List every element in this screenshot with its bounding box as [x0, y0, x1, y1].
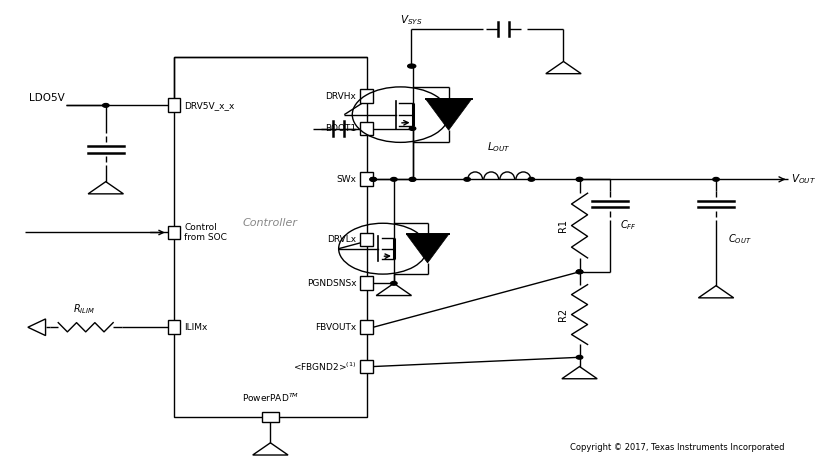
- Text: $C_{OUT}$: $C_{OUT}$: [727, 232, 751, 246]
- Text: $R_{ILIM}$: $R_{ILIM}$: [73, 302, 95, 316]
- Circle shape: [407, 64, 414, 68]
- Circle shape: [576, 178, 582, 181]
- Bar: [360, 359, 373, 373]
- Text: PGNDSNSx: PGNDSNSx: [306, 279, 356, 288]
- Circle shape: [576, 270, 582, 273]
- Circle shape: [409, 126, 415, 130]
- Text: $C_{FF}$: $C_{FF}$: [619, 219, 636, 232]
- Text: R1: R1: [558, 219, 568, 232]
- Circle shape: [527, 178, 534, 181]
- Circle shape: [464, 178, 470, 181]
- Circle shape: [369, 178, 376, 181]
- Text: PowerPAD$^{TM}$: PowerPAD$^{TM}$: [242, 392, 299, 405]
- Text: DRVHx: DRVHx: [325, 92, 356, 100]
- Circle shape: [390, 178, 396, 181]
- Text: DRV5V_x_x: DRV5V_x_x: [184, 101, 234, 110]
- Bar: [360, 276, 373, 290]
- Circle shape: [576, 270, 582, 273]
- Text: $V_{SYS}$: $V_{SYS}$: [399, 13, 422, 27]
- Bar: [261, 412, 279, 423]
- Bar: [167, 226, 180, 239]
- Bar: [360, 173, 373, 186]
- Text: $L_{OUT}$: $L_{OUT}$: [486, 140, 510, 154]
- Circle shape: [390, 281, 396, 285]
- Text: $V_{OUT}$: $V_{OUT}$: [790, 173, 815, 186]
- Bar: [360, 232, 373, 246]
- Circle shape: [102, 104, 109, 107]
- Circle shape: [409, 64, 415, 68]
- Text: FBVOUTx: FBVOUTx: [314, 323, 356, 332]
- Circle shape: [409, 178, 415, 181]
- Circle shape: [369, 178, 376, 181]
- Text: BOOT1: BOOT1: [325, 124, 356, 133]
- Circle shape: [712, 178, 718, 181]
- Text: <FBGND2>$^{(1)}$: <FBGND2>$^{(1)}$: [292, 360, 356, 373]
- Bar: [174, 57, 366, 418]
- Bar: [167, 99, 180, 113]
- Bar: [360, 89, 373, 103]
- Text: Copyright © 2017, Texas Instruments Incorporated: Copyright © 2017, Texas Instruments Inco…: [569, 443, 783, 452]
- Bar: [167, 320, 180, 334]
- Text: ILIMx: ILIMx: [184, 323, 207, 332]
- Text: R2: R2: [558, 308, 568, 321]
- Text: Control
from SOC: Control from SOC: [184, 223, 227, 242]
- Circle shape: [576, 355, 582, 359]
- Bar: [360, 320, 373, 334]
- Bar: [360, 121, 373, 135]
- Text: SWx: SWx: [336, 175, 356, 184]
- Circle shape: [409, 178, 415, 181]
- Polygon shape: [406, 234, 448, 263]
- Text: DRVLx: DRVLx: [327, 235, 356, 244]
- Text: Controller: Controller: [242, 218, 297, 228]
- Text: LDO5V: LDO5V: [29, 93, 66, 103]
- Polygon shape: [425, 99, 471, 130]
- Circle shape: [576, 178, 582, 181]
